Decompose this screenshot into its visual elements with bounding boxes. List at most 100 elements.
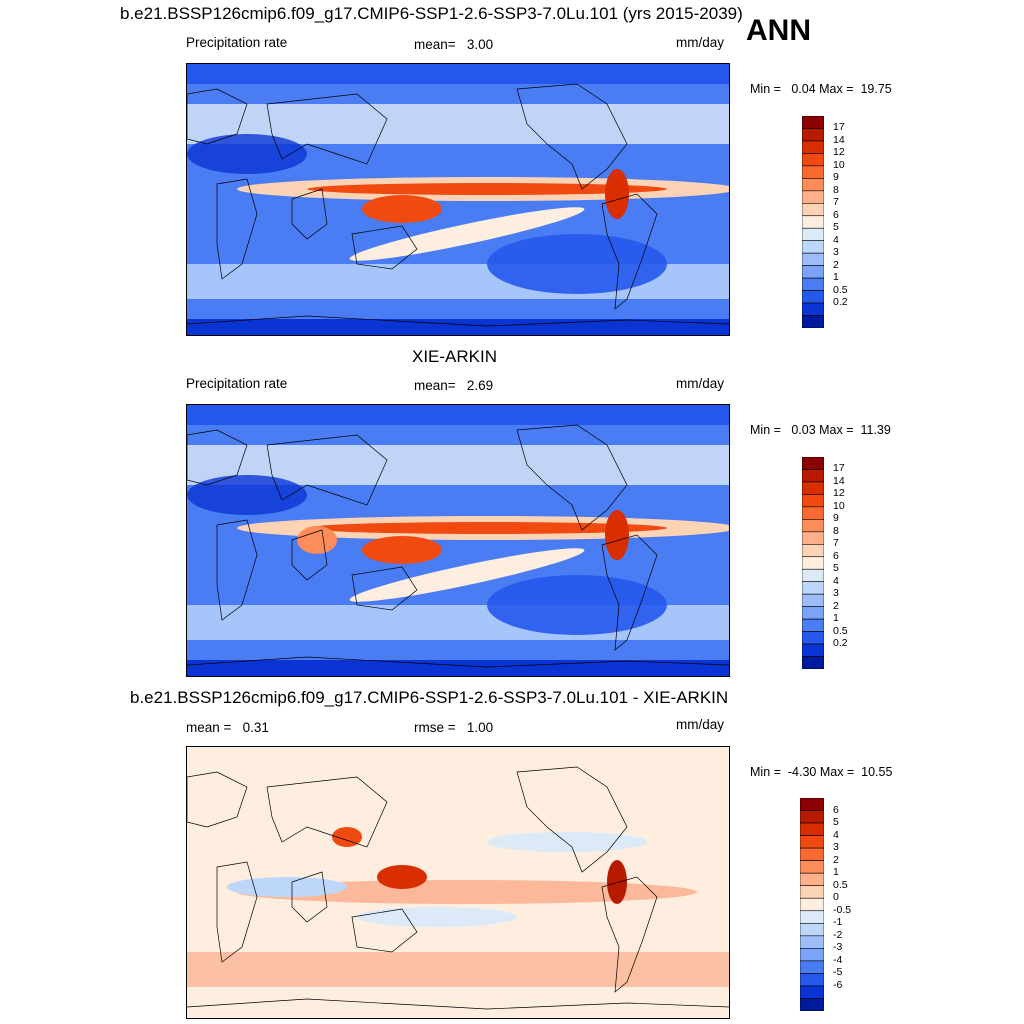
model-colorbar-tick-label: 17 — [833, 121, 845, 134]
diff-colorbar-swatch — [799, 998, 825, 1012]
diff-colorbar-swatch — [799, 922, 825, 937]
diff-colorbar-swatch — [799, 810, 825, 824]
diff-colorbar-swatch — [799, 897, 825, 912]
diff-colorbar-swatch — [799, 835, 825, 849]
panel-model-minmax: Min = 0.04 Max = 19.75 — [750, 82, 892, 96]
diff-colorbar-tick-label: -4 — [833, 953, 843, 966]
model-colorbar-swatch — [801, 140, 825, 154]
obs-colorbar-tick-label: 10 — [833, 499, 845, 512]
diff-colorbar-tick-label: 4 — [833, 828, 839, 841]
diff-colorbar-tick-label: -0.5 — [833, 903, 852, 916]
obs-colorbar-swatch — [801, 568, 825, 583]
panel-diff-units: mm/day — [676, 717, 725, 732]
model-colorbar-swatch — [801, 315, 825, 329]
model-colorbar-swatch — [801, 302, 825, 316]
model-colorbar-swatch — [801, 165, 825, 179]
obs-colorbar-swatch — [801, 643, 825, 657]
diff-colorbar-tick-label: -6 — [833, 978, 843, 991]
model-colorbar-swatch — [801, 115, 825, 129]
model-colorbar-swatch — [801, 252, 825, 266]
diff-precip-map — [186, 746, 730, 1019]
diff-colorbar-tick-label: 3 — [833, 841, 839, 854]
panel-diff-mean: mean = 0.31 — [186, 720, 269, 735]
diff-colorbar-tick-label: 5 — [833, 816, 839, 829]
obs-colorbar-swatch — [801, 506, 825, 520]
model-colorbar-swatch — [801, 128, 825, 142]
model-colorbar-swatch — [801, 277, 825, 291]
diff-colorbar-swatch — [799, 910, 825, 924]
model-colorbar-swatch — [801, 290, 825, 304]
model-colorbar: 17 14 12 10 9 8 7 6 5 4 3 2 1 0.5 0.2 — [801, 115, 848, 329]
model-colorbar-swatch — [801, 227, 825, 242]
obs-colorbar-swatch — [801, 481, 825, 495]
obs-colorbar-swatch — [801, 469, 825, 483]
obs-colorbar-tick-label: 6 — [833, 549, 839, 562]
model-colorbar-tick-label: 14 — [833, 133, 845, 146]
diff-colorbar-tick-label: 6 — [833, 803, 839, 816]
obs-colorbar-tick-label: 0.5 — [833, 624, 848, 637]
obs-colorbar-tick-label: 5 — [833, 562, 839, 575]
obs-colorbar-swatch — [801, 606, 825, 620]
diff-colorbar-tick-label: 0.5 — [833, 878, 848, 891]
obs-colorbar-swatch — [801, 543, 825, 558]
diff-colorbar-tick-label: -1 — [833, 916, 843, 929]
model-precip-map — [186, 63, 730, 336]
diff-colorbar-tick-label: -2 — [833, 928, 843, 941]
panel-obs-title: XIE-ARKIN — [412, 347, 498, 366]
diff-colorbar-swatch — [799, 885, 825, 899]
obs-precip-map — [186, 404, 730, 677]
panel-diff-title: b.e21.BSSP126cmip6.f09_g17.CMIP6-SSP1-2.… — [130, 688, 729, 707]
obs-colorbar-tick-label: 0.2 — [833, 637, 848, 650]
model-colorbar-tick-label: 0.2 — [833, 296, 848, 309]
diff-field — [187, 747, 729, 1018]
model-colorbar-tick-label: 10 — [833, 158, 845, 171]
model-colorbar-swatch — [801, 215, 825, 229]
obs-colorbar-swatch — [801, 631, 825, 645]
obs-colorbar-swatch — [801, 581, 825, 595]
panel-obs-units: mm/day — [676, 376, 725, 391]
diff-colorbar-tick-label: 2 — [833, 853, 839, 866]
panel-model-left-label: Precipitation rate — [186, 35, 288, 50]
model-colorbar-tick-label: 8 — [833, 183, 839, 196]
obs-colorbar-swatch — [801, 494, 825, 508]
model-colorbar-tick-label: 6 — [833, 208, 839, 221]
obs-colorbar-tick-label: 3 — [833, 587, 839, 600]
diff-colorbar-swatch — [799, 860, 825, 874]
diff-colorbar-swatch — [799, 935, 825, 949]
season-label: ANN — [746, 14, 811, 47]
obs-colorbar-swatch — [801, 556, 825, 570]
obs-colorbar-tick-label: 14 — [833, 474, 845, 487]
model-field — [187, 64, 729, 335]
diff-colorbar-tick-label: -3 — [833, 941, 843, 954]
obs-colorbar-tick-label: 2 — [833, 599, 839, 612]
panel-diff-minmax: Min = -4.30 Max = 10.55 — [750, 765, 893, 779]
diff-colorbar-tick-label: 0 — [833, 891, 839, 904]
panel-obs-left-label: Precipitation rate — [186, 376, 288, 391]
obs-colorbar-tick-label: 12 — [833, 487, 845, 500]
model-colorbar-tick-label: 0.5 — [833, 283, 848, 296]
model-colorbar-swatch — [801, 265, 825, 279]
obs-colorbar-tick-label: 8 — [833, 524, 839, 537]
obs-colorbar-swatch — [801, 618, 825, 632]
obs-colorbar-tick-label: 17 — [833, 462, 845, 475]
diff-colorbar-swatch — [799, 948, 825, 962]
model-colorbar-tick-label: 2 — [833, 258, 839, 271]
panel-diff-rmse: rmse = 1.00 — [414, 720, 494, 735]
model-colorbar-swatch — [801, 240, 825, 254]
diff-colorbar-swatch — [799, 872, 825, 887]
panel-obs-mean: mean= 2.69 — [414, 378, 494, 393]
obs-field — [187, 405, 729, 676]
panel-model-units: mm/day — [676, 35, 725, 50]
diff-colorbar-swatch — [799, 847, 825, 861]
obs-colorbar: 17 14 12 10 9 8 7 6 5 4 3 2 1 0.5 0.2 — [801, 456, 848, 670]
figure-title: b.e21.BSSP126cmip6.f09_g17.CMIP6-SSP1-2.… — [120, 4, 743, 23]
obs-colorbar-tick-label: 4 — [833, 574, 839, 587]
diff-colorbar-swatch — [799, 960, 825, 974]
diff-colorbar-swatch — [799, 822, 825, 836]
obs-colorbar-swatch — [801, 456, 825, 470]
diff-colorbar-swatch — [799, 973, 825, 987]
obs-colorbar-swatch — [801, 656, 825, 670]
panel-obs-minmax: Min = 0.03 Max = 11.39 — [750, 423, 891, 437]
model-colorbar-swatch — [801, 153, 825, 167]
model-colorbar-swatch — [801, 178, 825, 192]
